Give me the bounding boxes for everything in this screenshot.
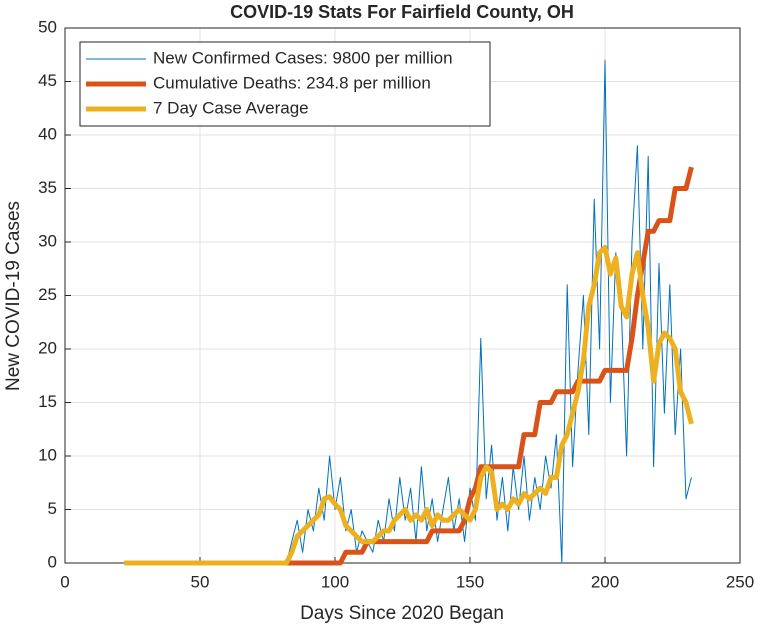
y-tick-label: 25 bbox=[38, 285, 57, 304]
series-line bbox=[124, 244, 694, 566]
x-tick-label: 100 bbox=[321, 572, 349, 591]
legend-label: New Confirmed Cases: 9800 per million bbox=[153, 48, 453, 67]
x-tick-label: 150 bbox=[456, 572, 484, 591]
x-tick-label: 200 bbox=[591, 572, 619, 591]
x-axis-label: Days Since 2020 Began bbox=[300, 603, 504, 624]
y-tick-label: 30 bbox=[38, 231, 57, 250]
y-tick-label: 5 bbox=[48, 499, 57, 518]
x-tick-label: 50 bbox=[191, 572, 210, 591]
y-axis-label: New COVID-19 Cases bbox=[3, 201, 24, 391]
legend-label: Cumulative Deaths: 234.8 per million bbox=[153, 73, 431, 92]
y-tick-label: 0 bbox=[48, 552, 57, 571]
y-tick-label: 50 bbox=[38, 17, 57, 36]
x-tick-label: 250 bbox=[726, 572, 754, 591]
y-tick-label: 40 bbox=[38, 124, 57, 143]
plot-frame bbox=[64, 27, 741, 564]
y-tick-label: 20 bbox=[38, 338, 57, 357]
y-tick-label: 15 bbox=[38, 392, 57, 411]
y-tick-label: 10 bbox=[38, 445, 57, 464]
x-tick-label: 0 bbox=[60, 572, 69, 591]
legend-box bbox=[79, 41, 491, 127]
legend-label: 7 Day Case Average bbox=[153, 98, 309, 117]
y-tick-label: 35 bbox=[38, 178, 57, 197]
y-tick-label: 45 bbox=[38, 71, 57, 90]
chart-title: COVID-19 Stats For Fairfield County, OH bbox=[230, 2, 574, 22]
